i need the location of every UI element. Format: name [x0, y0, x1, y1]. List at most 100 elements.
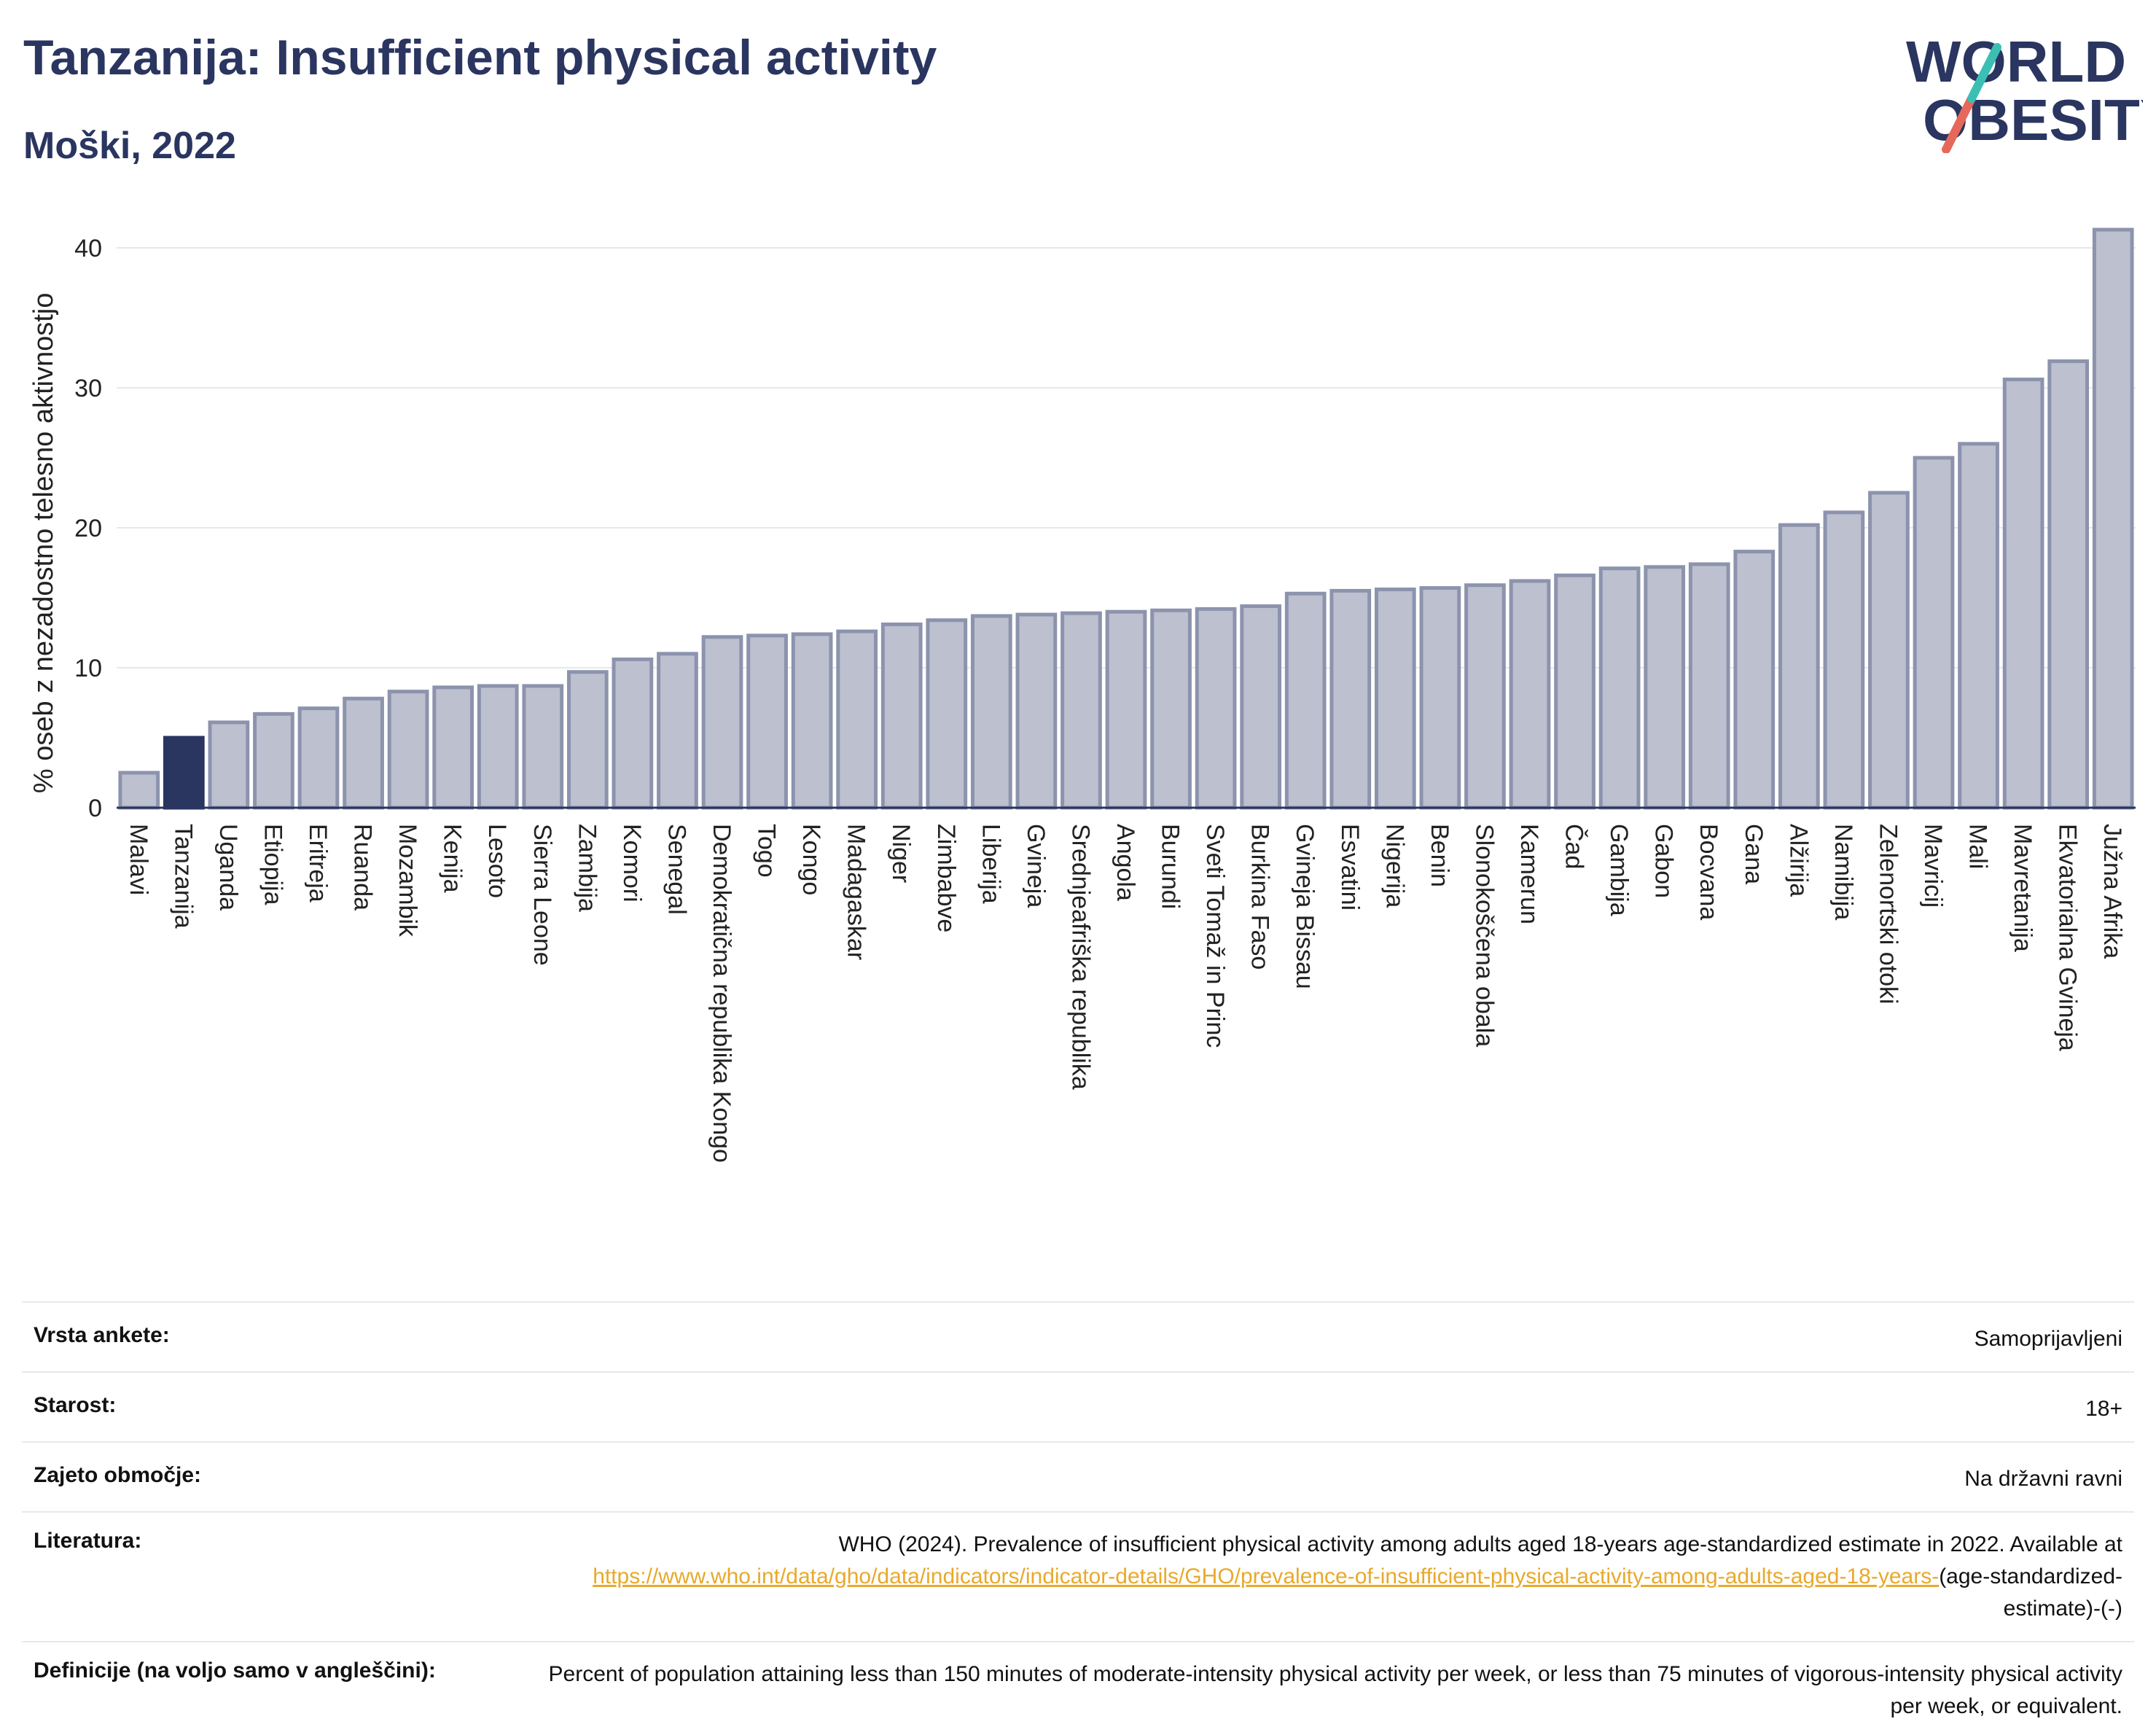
bar-gvineja: [1015, 612, 1058, 810]
bar-burkina-faso: [1240, 604, 1282, 810]
bar-tanzanija: [163, 736, 205, 810]
survey-type-label: Vrsta ankete:: [34, 1323, 170, 1347]
x-tick-label: Južna Afrika: [2098, 824, 2126, 959]
axes: 0 10 20 30 40: [74, 235, 2136, 822]
x-tick-label: Slonokoščena obala: [1470, 824, 1498, 1047]
x-tick-label: Gvineja Bissau: [1291, 824, 1319, 989]
x-tick-label: Esvatini: [1336, 824, 1364, 911]
x-tick-label: Senegal: [663, 824, 690, 915]
x-tick-label: Etiopija: [259, 824, 286, 905]
x-tick-label: Nigerija: [1380, 824, 1408, 908]
info-row-age: Starost: 18+: [22, 1371, 2134, 1441]
x-tick-label: Namibija: [1829, 824, 1857, 920]
bar-čad: [1554, 573, 1595, 810]
y-tick-label: 20: [74, 515, 102, 542]
coverage-label: Zajeto območje:: [34, 1463, 202, 1487]
x-tick-label: Mavretanija: [2009, 824, 2036, 952]
x-tick-label: Čad: [1561, 824, 1588, 869]
x-tick-label: Alžirija: [1784, 824, 1812, 897]
bar-gana: [1733, 550, 1776, 810]
bar-gambija: [1598, 566, 1641, 810]
literature-text: WHO (2024). Prevalence of insufficient p…: [838, 1532, 2122, 1556]
bar-sierra-leone: [522, 684, 564, 810]
bar-demokratična-republika-kongo: [701, 635, 743, 810]
bar-nigerija: [1374, 587, 1416, 810]
logo-line-1: WORLD: [1906, 29, 2126, 94]
literature-suffix: (age-standardized-estimate)-(-): [1939, 1564, 2122, 1621]
bar-madagaskar: [836, 629, 878, 810]
x-tick-label: Kongo: [797, 824, 825, 895]
x-tick-label: Eritreja: [304, 824, 332, 902]
bar-togo: [746, 633, 788, 810]
logo-slash-coral: [1942, 94, 1976, 153]
x-tick-label: Togo: [753, 824, 781, 878]
bar-malavi: [118, 771, 160, 810]
bar-ruanda: [343, 696, 384, 810]
bar-kongo: [791, 632, 833, 810]
x-tick-label: Komori: [618, 824, 646, 902]
world-obesity-logo: WORLD OBESITY: [1906, 29, 2143, 153]
bar-niger: [880, 622, 923, 810]
y-tick-label: 0: [88, 795, 102, 822]
x-tick-label: Madagaskar: [843, 824, 870, 960]
info-row-coverage: Zajeto območje: Na državni ravni: [22, 1441, 2134, 1511]
x-tick-label: Kenija: [439, 824, 466, 893]
literature-value: WHO (2024). Prevalence of insufficient p…: [534, 1529, 2122, 1625]
x-tick-label: Niger: [887, 824, 915, 883]
x-tick-label: Zambija: [573, 824, 601, 912]
bar-eritreja: [297, 706, 340, 810]
bar-burundi: [1150, 608, 1192, 810]
bar-gvineja-bissau: [1284, 591, 1327, 810]
bar-esvatini: [1329, 588, 1372, 810]
bar-gabon: [1644, 565, 1686, 810]
x-tick-label: Uganda: [214, 824, 242, 911]
info-table: Vrsta ankete: Samoprijavljeni Starost: 1…: [22, 1301, 2134, 1735]
literature-label: Literatura:: [34, 1529, 142, 1553]
bar-mozambik: [387, 690, 429, 810]
survey-type-value: Samoprijavljeni: [1974, 1327, 2122, 1351]
bar-zimbabve: [926, 618, 968, 810]
definitions-value: Percent of population attaining less tha…: [548, 1662, 2122, 1718]
bar-benin: [1419, 586, 1461, 810]
bar-angola: [1105, 609, 1147, 810]
x-tick-label: Kamerun: [1515, 824, 1543, 924]
x-tick-label: Gana: [1740, 824, 1768, 884]
bar-lesoto: [477, 684, 519, 810]
x-tick-label: Zimbabve: [932, 824, 960, 932]
bar-ekvatorialna-gvineja: [2047, 359, 2090, 810]
x-tick-label: Benin: [1426, 824, 1453, 887]
bar-bocvana: [1688, 562, 1730, 810]
x-tick-label: Sierra Leone: [528, 824, 556, 966]
y-tick-label: 10: [74, 655, 102, 682]
bar-uganda: [208, 720, 250, 810]
bar-alžirija: [1778, 523, 1820, 810]
x-tick-label: Gvineja: [1022, 824, 1050, 908]
coverage-value: Na državni ravni: [1964, 1467, 2122, 1491]
bar-senegal: [657, 652, 698, 810]
x-tick-label: Burkina Faso: [1246, 824, 1274, 970]
info-row-literature: Literatura: WHO (2024). Prevalence of in…: [22, 1511, 2134, 1641]
y-axis-label: % oseb z nezadostno telesno aktivnostjo: [28, 293, 59, 794]
info-row-definitions: Definicije (na voljo samo v angleščini):…: [22, 1641, 2134, 1735]
bar-kamerun: [1509, 579, 1551, 810]
x-tick-label: Tanzanija: [169, 824, 197, 929]
bar-zambija: [566, 670, 609, 810]
logo-slash-teal: [1967, 43, 2001, 103]
x-tick-label: Gabon: [1650, 824, 1678, 898]
x-tick-label: Ekvatorialna Gvineja: [2054, 824, 2082, 1051]
x-tick-label: Burundi: [1157, 824, 1184, 909]
x-tick-label: Bocvana: [1695, 824, 1722, 920]
bar-sveti-tomaž-in-princ: [1195, 607, 1237, 810]
bar-mavretanija: [2002, 377, 2044, 810]
literature-link[interactable]: https://www.who.int/data/gho/data/indica…: [593, 1564, 1940, 1588]
x-tick-label: Demokratična republika Kongo: [708, 824, 735, 1163]
age-label: Starost:: [34, 1393, 117, 1417]
info-row-survey-type: Vrsta ankete: Samoprijavljeni: [22, 1301, 2134, 1371]
x-tick-label: Sveti Tomaž in Princ: [1201, 824, 1229, 1048]
x-tick-label: Zelenortski otoki: [1874, 824, 1902, 1005]
chart-subtitle: Moški, 2022: [23, 125, 236, 167]
chart-title: Tanzanija: Insufficient physical activit…: [23, 30, 937, 85]
bar-kenija: [432, 685, 474, 810]
bar-mavricij: [1913, 456, 1955, 810]
bar-južna-afrika: [2092, 227, 2134, 810]
